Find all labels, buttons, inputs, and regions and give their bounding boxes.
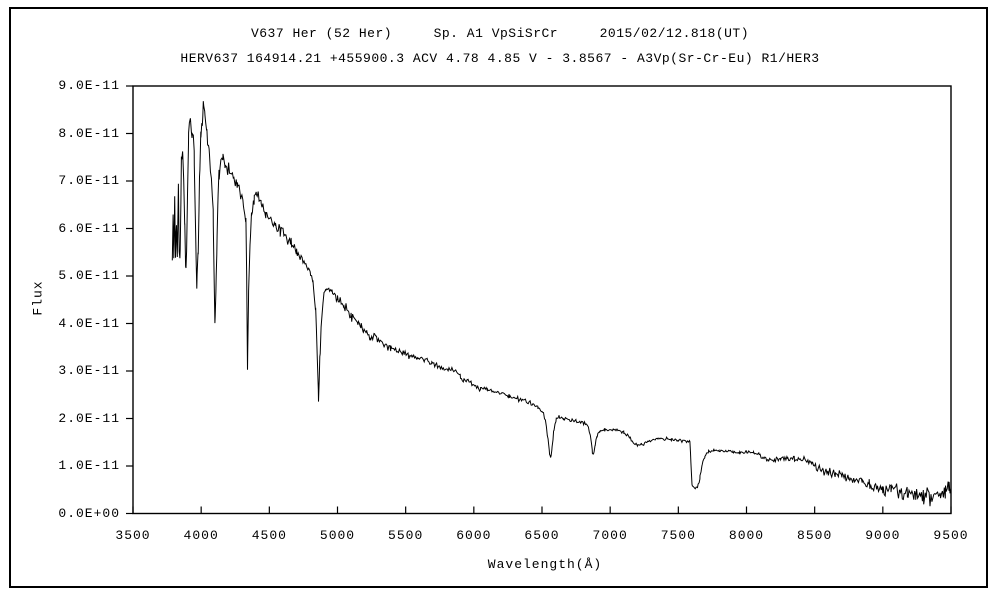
x-tick-label: 3500	[115, 528, 151, 543]
x-tick-label: 7500	[660, 528, 696, 543]
spectrum-line	[171, 101, 952, 507]
plot-frame	[132, 85, 952, 515]
y-tick-label: 3.0E-11	[58, 363, 120, 378]
x-tick-label: 4000	[183, 528, 219, 543]
y-axis-ticks	[126, 85, 133, 515]
y-tick-label: 6.0E-11	[58, 220, 120, 236]
x-tick-label: 6500	[524, 528, 560, 543]
y-tick-label: 8.0E-11	[58, 125, 120, 141]
chart-subtitle: HERV637 164914.21 +455900.3 ACV 4.78 4.8…	[180, 51, 820, 66]
y-tick-label: 1.0E-11	[58, 458, 120, 473]
x-axis-title: Wavelength(Å)	[487, 557, 603, 572]
x-tick-label: 4500	[251, 528, 287, 543]
y-tick-label: 4.0E-11	[58, 315, 120, 331]
chart-title: V637 Her (52 Her) Sp. A1 VpSiSrCr 2015/0…	[250, 26, 750, 41]
y-tick-label: 2.0E-11	[58, 410, 120, 426]
x-tick-label: 8000	[728, 528, 765, 543]
y-tick-label: 5.0E-11	[58, 268, 120, 283]
x-tick-label: 8500	[797, 528, 833, 543]
x-tick-label: 7000	[592, 528, 628, 543]
y-axis-title: Flux	[30, 280, 46, 316]
x-tick-label: 9500	[933, 528, 969, 543]
y-tick-label: 0.0E+00	[58, 505, 120, 521]
y-tick-label: 9.0E-11	[58, 78, 120, 93]
x-tick-label: 5000	[319, 528, 356, 543]
x-tick-label: 9000	[865, 528, 901, 543]
y-tick-label: 7.0E-11	[58, 173, 120, 188]
x-tick-label: 6000	[456, 528, 492, 543]
x-axis-ticks	[132, 506, 952, 514]
figure-border	[9, 7, 988, 588]
x-tick-label: 5500	[388, 528, 424, 543]
